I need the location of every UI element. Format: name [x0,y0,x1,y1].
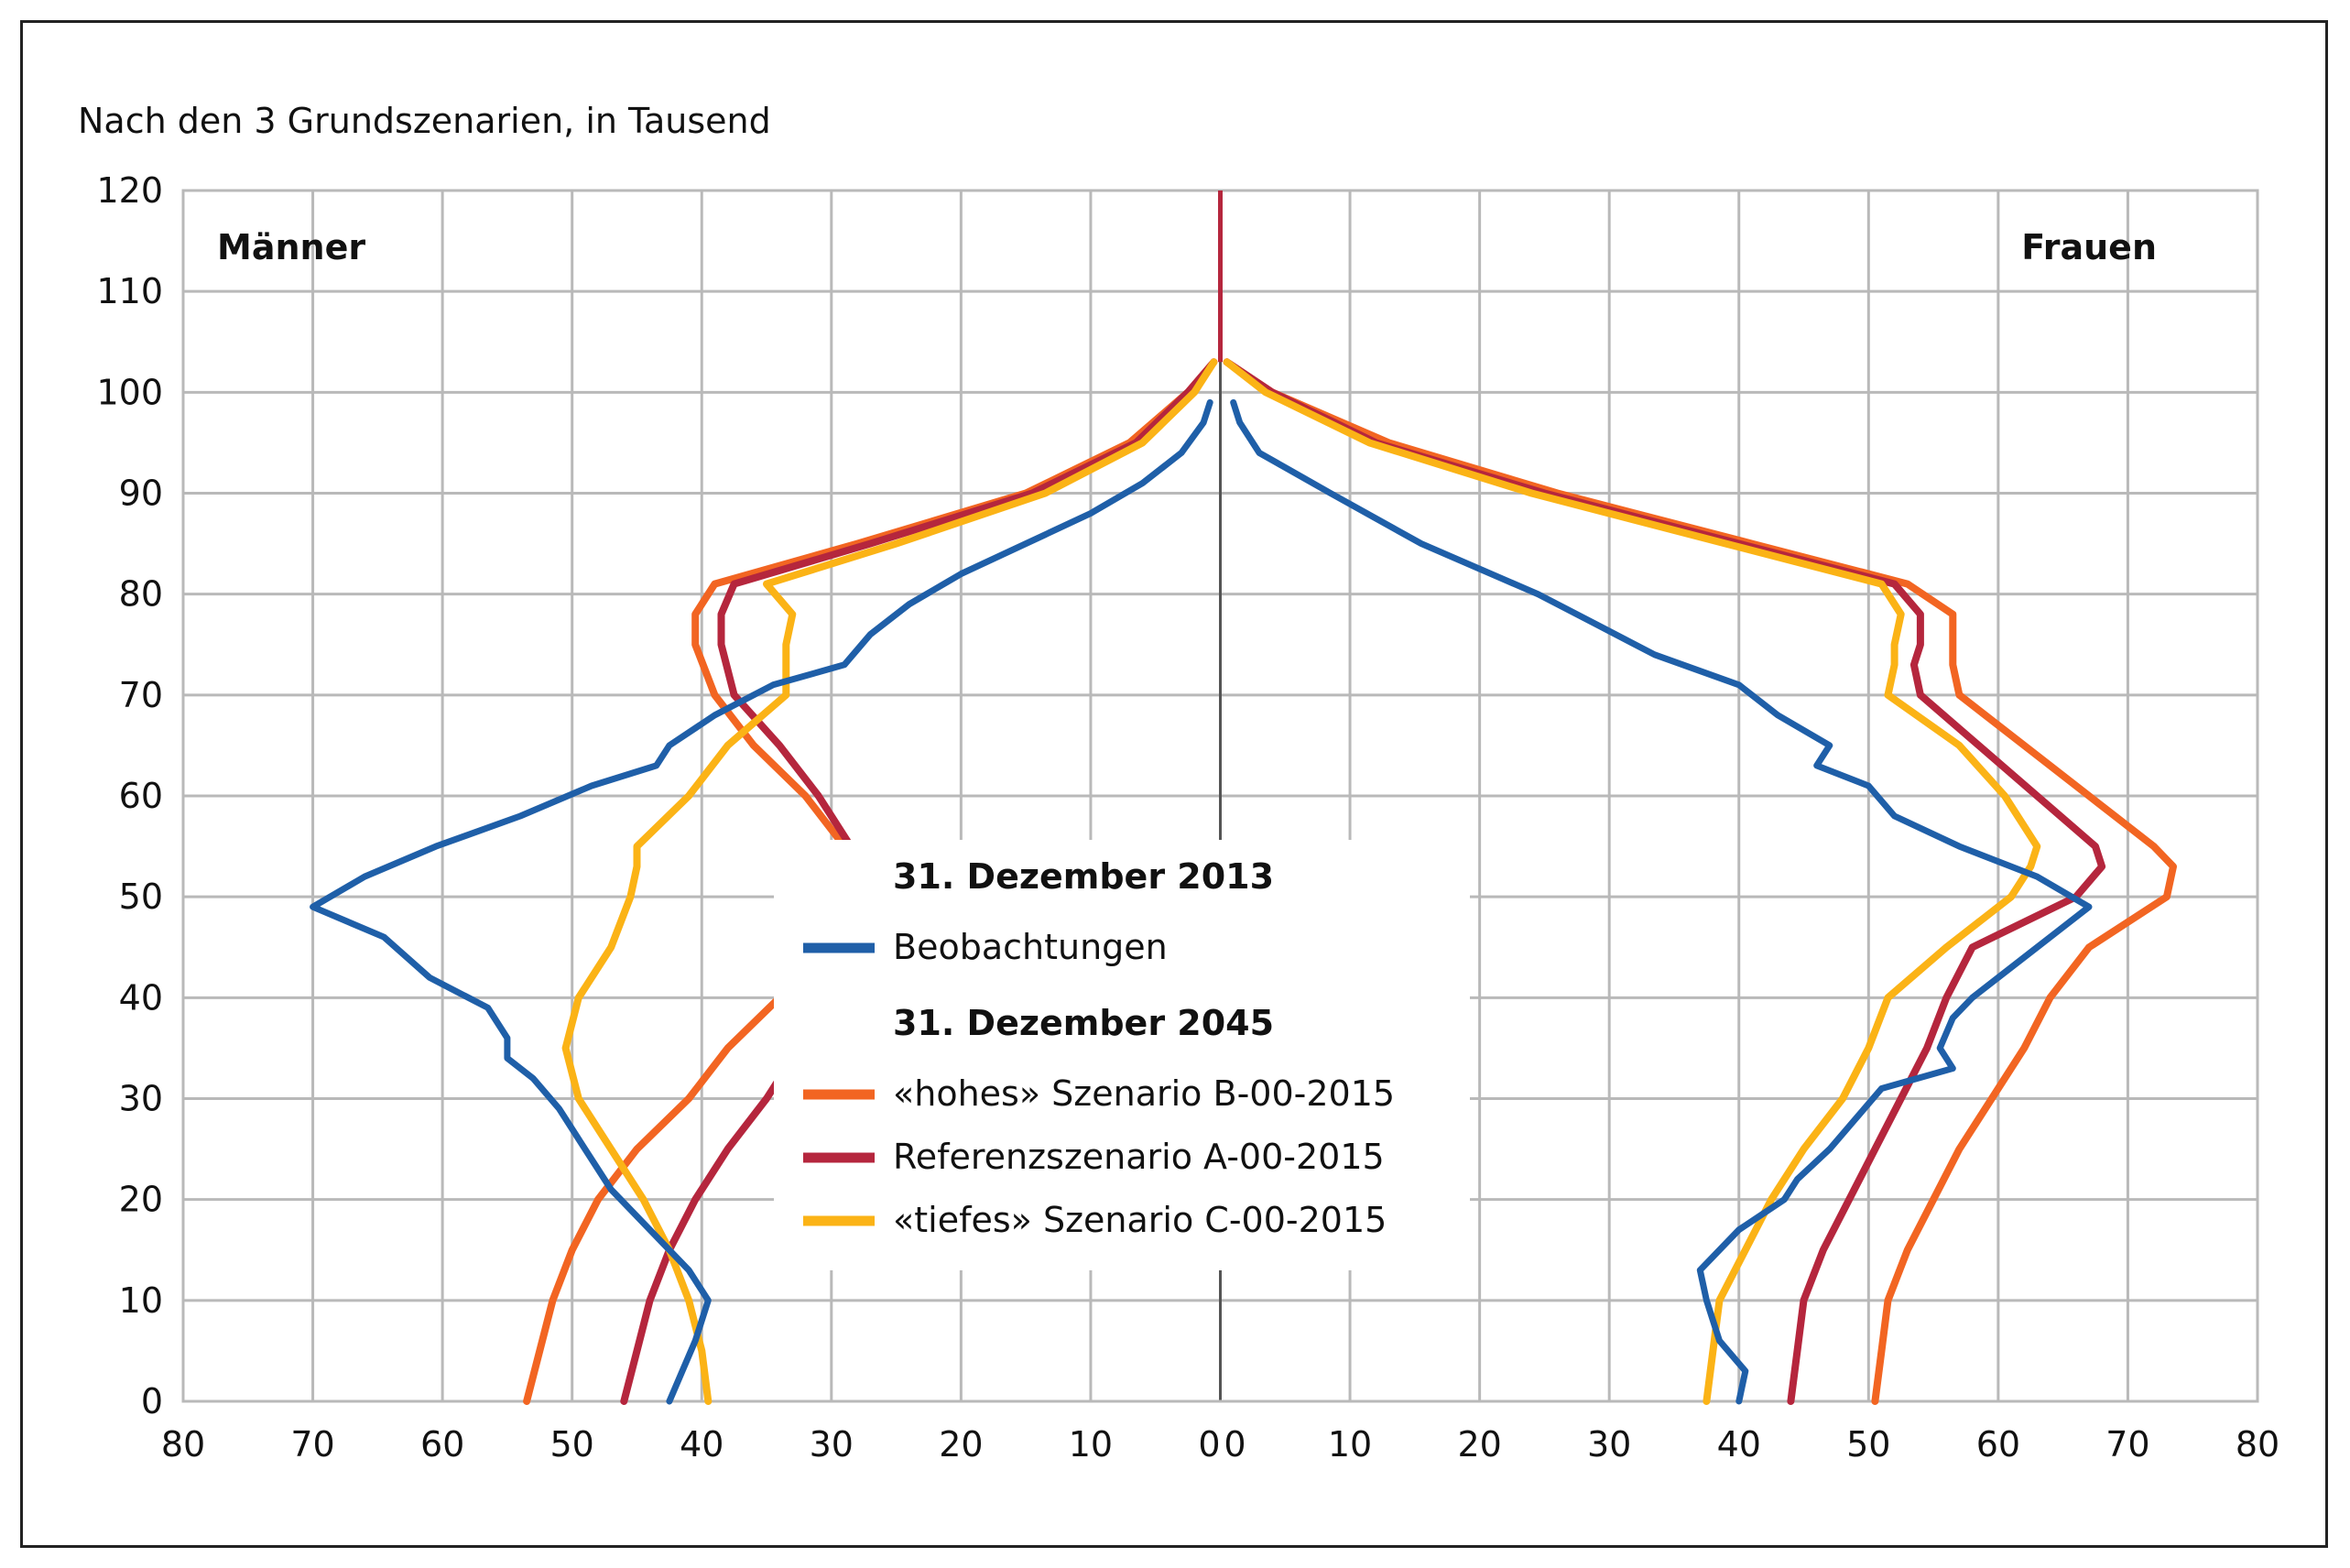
y-tick-label: 30 [119,1079,163,1119]
legend-label-ref: Referenzszenario A-00-2015 [893,1137,1385,1177]
series-line-obs-women [1230,398,2093,1405]
x-tick-label: 30 [1587,1424,1631,1465]
x-tick-label: 0 [1198,1424,1220,1465]
x-tick-labels: 80 70 60 50 40 30 20 10 0 0 10 20 30 40 50 60 70 80 [161,1424,2279,1465]
legend-background [774,840,1470,1270]
x-tick-label: 20 [1457,1424,1501,1465]
y-tick-labels: 0 10 20 30 40 50 60 70 80 90 100 110 120 [96,170,163,1421]
men-label: Männer [217,227,365,267]
series-line-low-men [561,358,1218,1405]
x-tick-label: 40 [680,1424,723,1465]
x-tick-label: 40 [1717,1424,1761,1465]
y-tick-label: 0 [141,1381,163,1421]
x-tick-label: 70 [290,1424,334,1465]
y-tick-label: 120 [96,170,163,211]
y-tick-label: 110 [96,271,163,311]
x-tick-label: 10 [1069,1424,1113,1465]
women-label: Frauen [2021,227,2157,267]
legend-label-obs: Beobachtungen [893,927,1168,967]
x-tick-label: 80 [161,1424,205,1465]
y-tick-label: 40 [119,977,163,1018]
chart-subtitle: Nach den 3 Grundszenarien, in Tausend [78,101,771,141]
y-tick-label: 100 [96,372,163,412]
x-tick-label: 0 [1224,1424,1246,1465]
x-tick-label: 10 [1328,1424,1372,1465]
y-tick-label: 70 [119,675,163,715]
legend-label-low: «tiefes» Szenario C-00-2015 [893,1200,1387,1240]
y-tick-label: 50 [119,877,163,917]
x-tick-label: 20 [939,1424,983,1465]
y-tick-label: 20 [119,1180,163,1220]
x-tick-label: 80 [2236,1424,2279,1465]
y-tick-label: 10 [119,1280,163,1321]
y-tick-label: 60 [119,776,163,816]
grid [181,189,2259,1403]
legend-label-high: «hohes» Szenario B-00-2015 [893,1073,1395,1114]
x-tick-label: 70 [2105,1424,2149,1465]
series-line-low-women [1223,358,2041,1405]
x-tick-label: 30 [810,1424,854,1465]
x-tick-label: 60 [420,1424,464,1465]
x-tick-label: 50 [550,1424,594,1465]
legend-heading-2013: 31. Dezember 2013 [893,856,1274,897]
chart-frame: Nach den 3 Grundszenarien, in Tausend 0 1… [20,20,2328,1548]
y-tick-label: 80 [119,574,163,615]
legend-heading-2045: 31. Dezember 2045 [893,1003,1274,1043]
x-tick-label: 60 [1976,1424,2020,1465]
legend: 31. Dezember 2013 Beobachtungen 31. Deze… [774,840,1470,1270]
y-tick-label: 90 [119,474,163,514]
population-pyramid-chart: Nach den 3 Grundszenarien, in Tausend 0 1… [78,101,2279,1465]
series-line-obs-men [310,398,1213,1405]
x-tick-label: 50 [1846,1424,1890,1465]
